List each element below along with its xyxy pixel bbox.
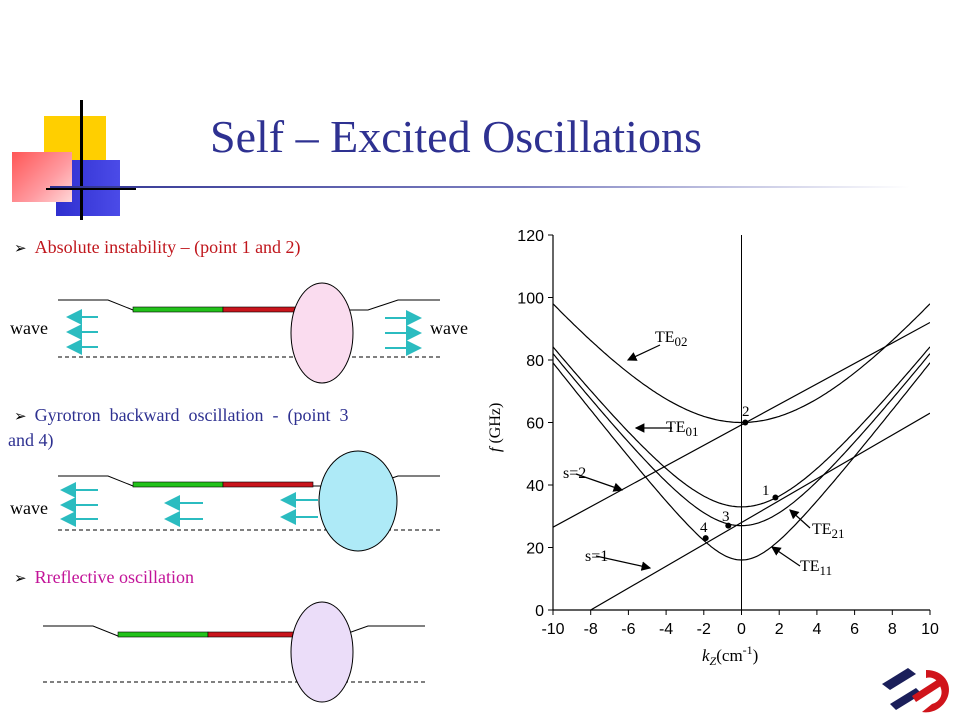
x-axis-label: kZ(cm-1) — [702, 643, 758, 668]
leader-arrow — [771, 546, 801, 567]
x-tick-label: -4 — [659, 621, 673, 638]
x-tick-label: 2 — [775, 621, 784, 638]
curve-te01 — [553, 346, 930, 508]
curves — [553, 303, 930, 610]
y-tick-label: 100 — [517, 291, 544, 308]
x-tick-label: 0 — [737, 621, 746, 638]
label-s1: s=1 — [585, 548, 608, 565]
label-te21: TE21 — [812, 521, 845, 541]
leader-arrow — [595, 555, 652, 571]
bullet-arrow-icon: ➢ — [14, 569, 27, 587]
bullet-arrow-icon: ➢ — [14, 407, 27, 425]
leader-arrow — [789, 509, 811, 529]
title-underline — [50, 186, 910, 188]
page-title: Self – Excited Oscillations — [210, 111, 702, 162]
y-tick-label: 20 — [526, 541, 544, 558]
bullet-absolute-instability: ➢ Absolute instability – (point 1 and 2) — [14, 237, 301, 257]
wave-label-left-1: wave — [10, 318, 48, 338]
curve-te21 — [553, 353, 930, 527]
label-te01: TE01 — [666, 419, 699, 439]
leader-arrow — [575, 473, 624, 492]
point-label-2: 2 — [742, 404, 750, 420]
x-tick-label: -6 — [621, 621, 635, 638]
x-tick-label: 8 — [888, 621, 897, 638]
x-tick-label: 4 — [812, 621, 821, 638]
bullet-backward-oscillation-line2: and 4) — [8, 430, 54, 450]
point-label-1: 1 — [762, 483, 770, 499]
curve-s1 — [589, 412, 930, 610]
y-axis-label: f(GHz) — [487, 403, 504, 452]
curve-s2 — [553, 321, 930, 528]
curve-te11 — [553, 362, 930, 561]
x-tick-label: -8 — [584, 621, 598, 638]
wave-label-right-1: wave — [430, 318, 468, 338]
bullet-reflective-oscillation: ➢ Rreflective oscillation — [14, 567, 195, 587]
y-tick-label: 120 — [517, 228, 544, 245]
point-label-3: 3 — [722, 509, 730, 525]
label-s2: s=2 — [563, 465, 586, 482]
y-tick-label: 0 — [535, 603, 544, 620]
logo-icon — [882, 668, 950, 713]
marker-point-1 — [772, 494, 779, 501]
chart-labels: TE02 TE01 TE21 TE11 s=2 s=1 1 2 3 4 f(GH… — [487, 329, 845, 668]
x-tick-label: 6 — [850, 621, 859, 638]
y-tick-label: 60 — [526, 416, 544, 433]
label-te02: TE02 — [655, 329, 688, 349]
marker-point-4 — [702, 535, 709, 542]
x-tick-label: -10 — [541, 621, 564, 638]
y-tick-label: 80 — [526, 353, 544, 370]
label-te11: TE11 — [800, 558, 832, 578]
wave-label-left-2: wave — [10, 498, 48, 518]
x-tick-label: -2 — [697, 621, 711, 638]
y-tick-label: 40 — [526, 478, 544, 495]
bullet-arrow-icon: ➢ — [14, 239, 27, 257]
decorative-squares-icon — [0, 100, 140, 220]
leader-arrow — [626, 344, 661, 361]
marker-point-2 — [742, 419, 749, 426]
point-label-4: 4 — [700, 520, 708, 536]
x-tick-label: 10 — [921, 621, 939, 638]
bullet-backward-oscillation: ➢ Gyrotron backward oscillation - (point … — [14, 405, 349, 425]
curve-te02 — [553, 303, 930, 424]
marker-point-3 — [725, 522, 732, 529]
